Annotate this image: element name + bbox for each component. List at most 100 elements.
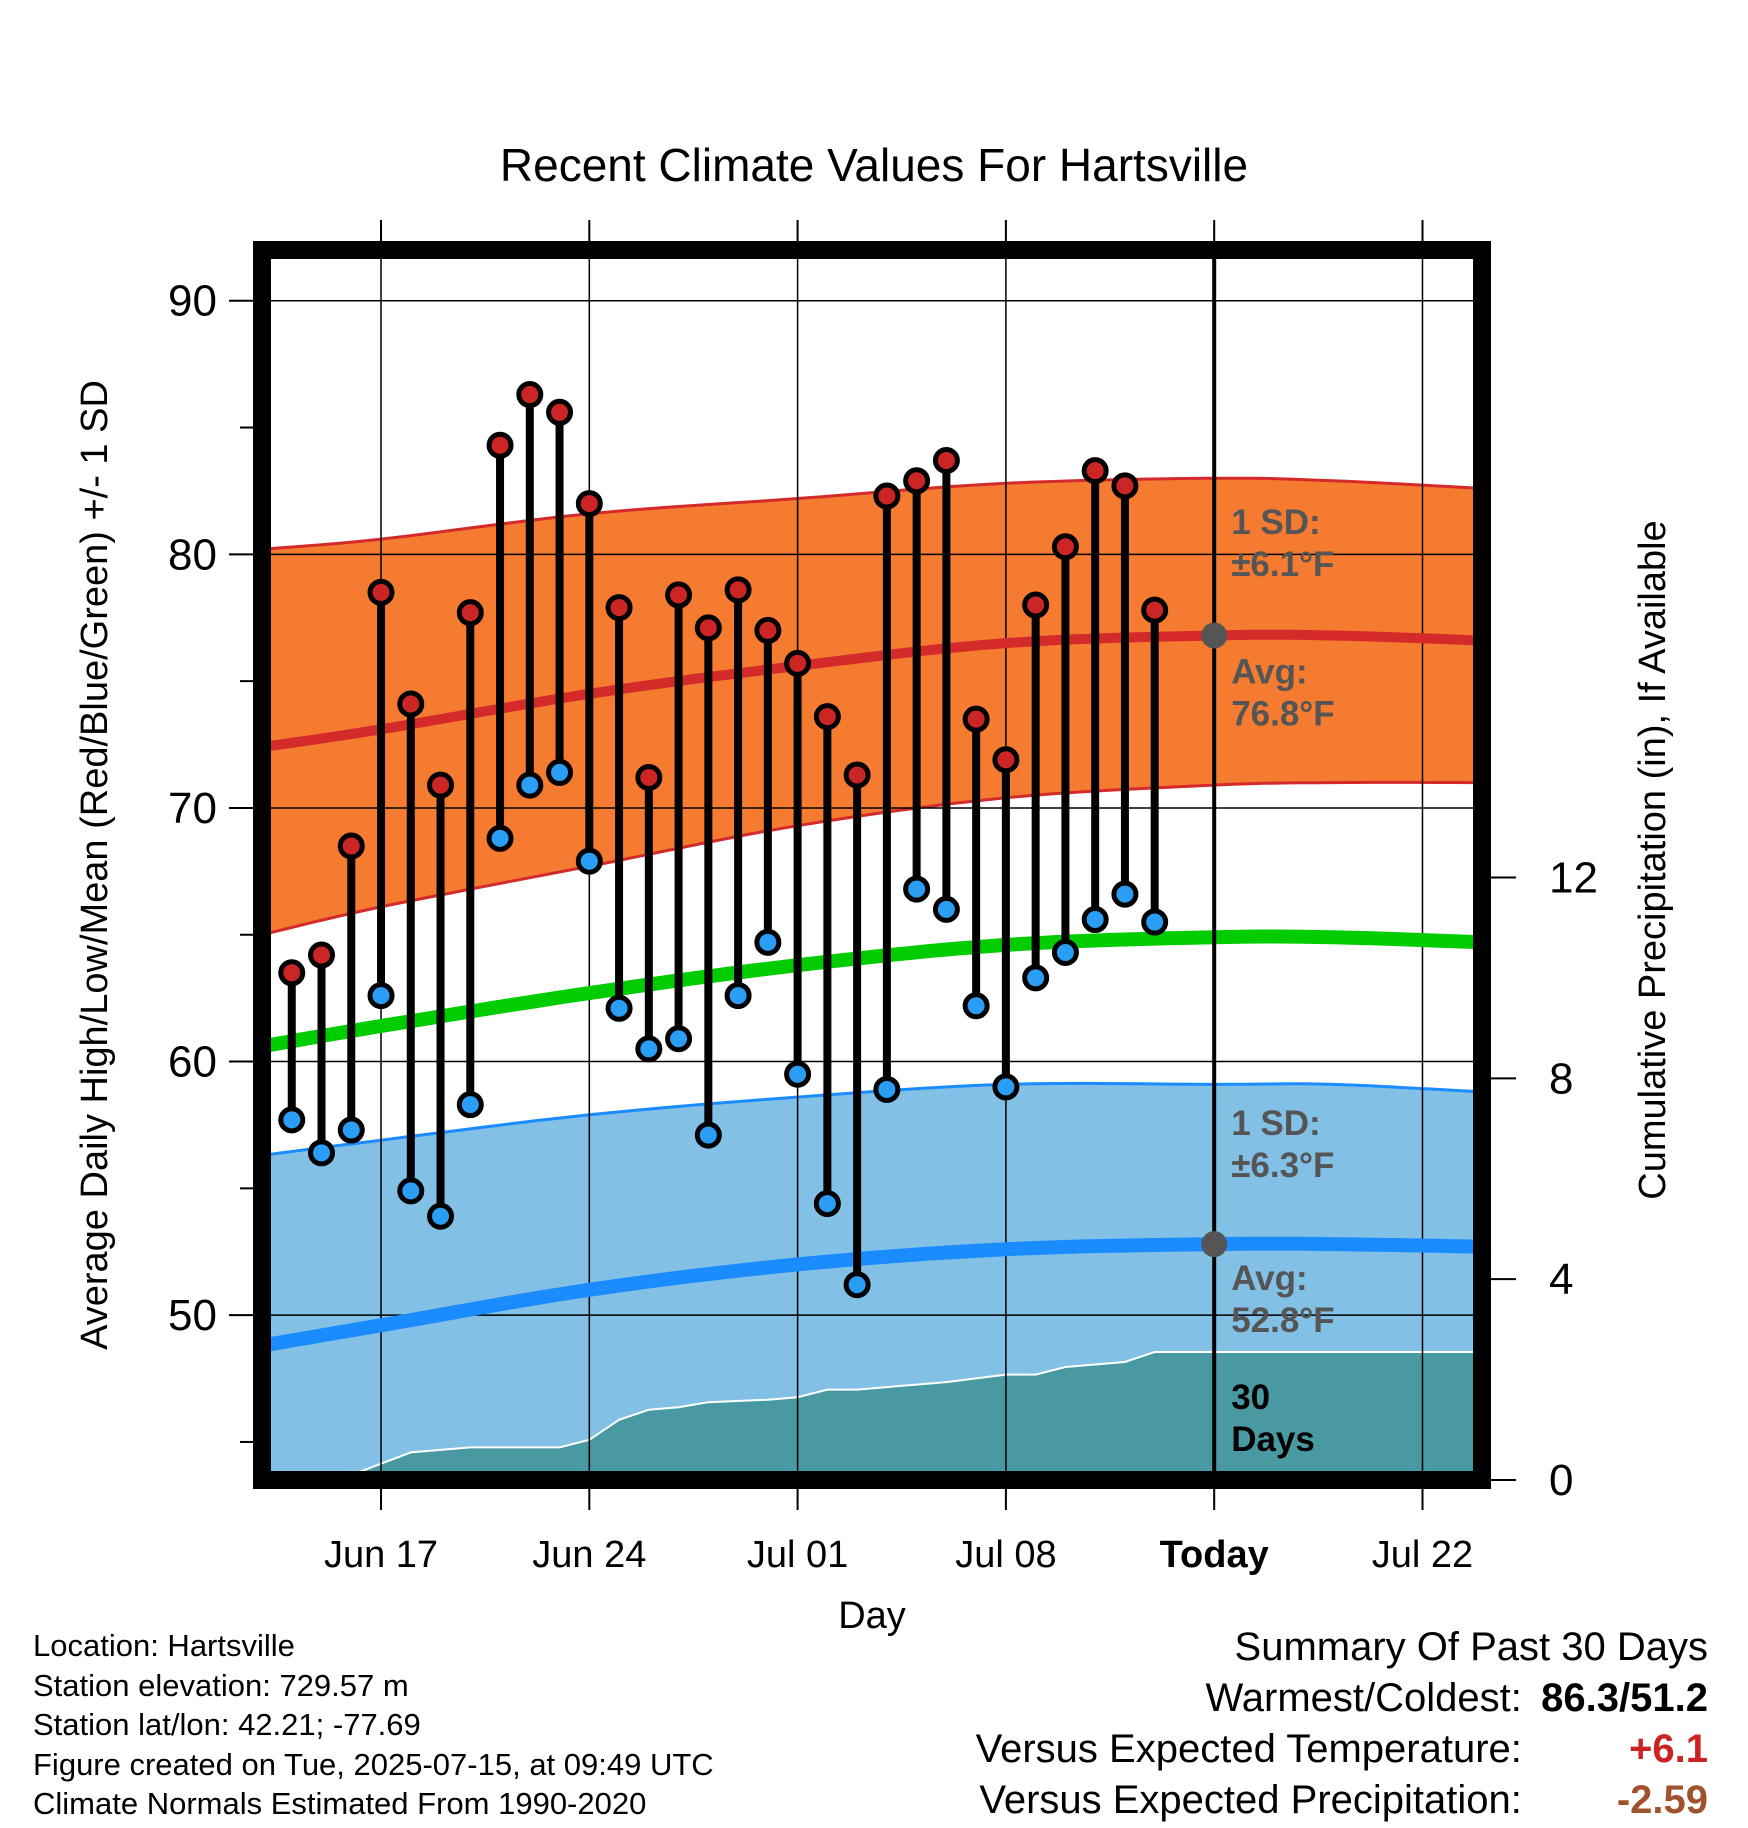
daily-high-point — [635, 764, 663, 792]
warmest-coldest-label: Warmest/Coldest: — [1205, 1676, 1522, 1720]
elevation-text: Station elevation: 729.57 m — [33, 1667, 409, 1703]
daily-low-point — [1111, 880, 1139, 908]
precipitation-area — [262, 1351, 1482, 1481]
daily-low-point — [516, 771, 544, 799]
daily-low-point — [575, 847, 603, 875]
daily-high-point — [903, 467, 931, 495]
y-right-tick-label: 12 — [1549, 854, 1598, 903]
daily-low-point — [1081, 906, 1109, 934]
daily-low-point — [546, 758, 574, 786]
location-text: Location: Hartsville — [33, 1628, 295, 1663]
daily-low-point — [278, 1106, 306, 1134]
expected-precip-row: Versus Expected Precipitation: -2.59 — [976, 1775, 1708, 1826]
daily-low-point — [367, 982, 395, 1010]
y-right-tick-label: 0 — [1549, 1456, 1573, 1505]
daily-low-point — [843, 1271, 871, 1299]
daily-high-point — [486, 431, 514, 459]
daily-high-point — [605, 594, 633, 622]
expected-temp-value: +6.1 — [1629, 1727, 1708, 1771]
daily-low-point — [486, 824, 514, 852]
daily-high-point — [337, 832, 365, 860]
y-axis-right: 0 4 8 12 — [1491, 854, 1598, 1505]
summary-title: Summary Of Past 30 Days — [1234, 1625, 1708, 1669]
daily-values — [278, 381, 1169, 1299]
daily-low-point — [337, 1116, 365, 1144]
daily-low-point — [784, 1060, 812, 1088]
band-annotations: 1 SD: ±6.1°F Avg: 76.8°F 1 SD: ±6.3°F Avg: 52.8… — [1231, 503, 1335, 1459]
daily-high-point — [694, 614, 722, 642]
y-axis-left: 50 60 70 80 90 — [168, 277, 253, 1443]
warmest-coldest-value: 86.3/51.2 — [1541, 1676, 1708, 1720]
expected-precip-value: -2.59 — [1616, 1778, 1708, 1822]
today-line-group — [1201, 250, 1228, 1480]
daily-low-point — [397, 1177, 425, 1205]
y-left-tick-label: 50 — [168, 1291, 217, 1340]
low-normal-line — [262, 1236, 1482, 1353]
daily-low-point — [932, 895, 960, 923]
daily-high-point — [397, 690, 425, 718]
daily-high-point — [575, 490, 603, 518]
plot-frame — [253, 241, 1491, 1489]
created-text: Figure created on Tue, 2025-07-15, at 09… — [33, 1746, 714, 1782]
y-left-tick-label: 90 — [168, 277, 217, 326]
daily-high-point — [1111, 472, 1139, 500]
warmest-coldest-row: Warmest/Coldest: 86.3/51.2 — [976, 1673, 1709, 1724]
low-avg-annotation: Avg: 52.8°F — [1231, 1259, 1335, 1340]
x-tick-label: Jul 01 — [747, 1534, 848, 1576]
daily-low-point — [694, 1121, 722, 1149]
y-right-tick-label: 8 — [1549, 1054, 1573, 1103]
expected-temp-row: Versus Expected Temperature: +6.1 — [976, 1724, 1708, 1775]
high-sd-band — [262, 478, 1482, 935]
daily-low-point — [456, 1091, 484, 1119]
daily-low-point — [962, 992, 990, 1020]
y-right-tick-label: 4 — [1549, 1255, 1573, 1304]
daily-high-point — [367, 578, 395, 606]
daily-high-point — [1141, 596, 1169, 624]
low-sd-annotation: 1 SD: ±6.3°F — [1231, 1104, 1334, 1185]
daily-low-point — [813, 1190, 841, 1218]
high-sd-upper-edge — [262, 476, 1482, 551]
x-axis-label: Day — [838, 1595, 906, 1637]
daily-low-point — [427, 1202, 455, 1230]
high-sd-annotation: 1 SD: ±6.1°F — [1231, 503, 1334, 584]
daily-high-point — [1022, 591, 1050, 619]
summary-panel: Summary Of Past 30 Days Warmest/Coldest:… — [976, 1622, 1708, 1826]
precip-days-annotation: 30 Days — [1231, 1378, 1315, 1459]
daily-high-point — [784, 649, 812, 677]
today-high-avg-marker — [1201, 622, 1228, 649]
daily-low-point — [1022, 964, 1050, 992]
y-left-tick-label: 80 — [168, 530, 217, 579]
normals-text: Climate Normals Estimated From 1990-2020 — [33, 1786, 647, 1821]
x-tick-label: Today — [1160, 1534, 1269, 1576]
daily-low-point — [903, 875, 931, 903]
daily-low-point — [1141, 908, 1169, 936]
daily-low-point — [308, 1139, 336, 1167]
x-tick-label: Jun 24 — [532, 1534, 646, 1576]
y-axis-left-label: Average Daily High/Low/Mean (Red/Blue/Gr… — [74, 380, 116, 1350]
daily-high-point — [665, 581, 693, 609]
daily-low-point — [873, 1075, 901, 1103]
y-left-tick-label: 70 — [168, 784, 217, 833]
daily-low-point — [754, 928, 782, 956]
daily-high-point — [873, 482, 901, 510]
x-tick-label: Jul 22 — [1372, 1534, 1473, 1576]
precipitation-fill — [262, 1352, 1482, 1480]
daily-high-point — [962, 705, 990, 733]
daily-high-point — [427, 771, 455, 799]
latlon-text: Station lat/lon: 42.21; -77.69 — [33, 1707, 421, 1742]
y-axis-right-label: Cumulative Precipitation (in), If Availa… — [1632, 520, 1674, 1199]
station-info: Location: Hartsville Station elevation: … — [33, 1626, 714, 1824]
daily-low-point — [665, 1025, 693, 1053]
expected-precip-label: Versus Expected Precipitation: — [979, 1778, 1522, 1822]
daily-high-point — [278, 959, 306, 987]
y-left-tick-label: 60 — [168, 1038, 217, 1087]
chart-title: Recent Climate Values For Hartsville — [500, 139, 1248, 191]
high-avg-annotation: Avg: 76.8°F — [1231, 653, 1335, 734]
expected-temp-label: Versus Expected Temperature: — [975, 1727, 1522, 1771]
daily-high-point — [1051, 533, 1079, 561]
daily-high-point — [546, 398, 574, 426]
today-low-avg-marker — [1201, 1231, 1228, 1258]
daily-high-point — [456, 599, 484, 627]
daily-high-point — [992, 746, 1020, 774]
